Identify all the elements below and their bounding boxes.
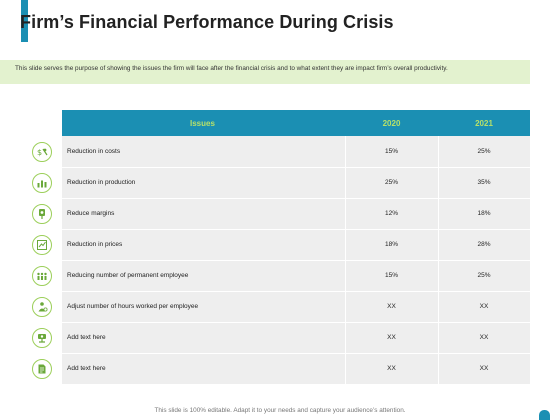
value-2021-cell: 25% xyxy=(477,148,491,155)
value-2020-cell: XX xyxy=(387,334,396,341)
production-chart-icon xyxy=(32,173,52,193)
table-body: Reduction in costs 15% 25% Reduction in … xyxy=(62,136,530,384)
value-2020-cell: XX xyxy=(387,303,396,310)
issue-cell: Add text here xyxy=(67,365,106,372)
employee-hours-icon xyxy=(32,297,52,317)
table-row: Reducing number of permanent employee 15… xyxy=(62,260,530,291)
value-2020-cell: 15% xyxy=(384,272,398,279)
table-row: Add text here XX XX xyxy=(62,353,530,384)
row-divider xyxy=(62,260,530,261)
value-2021-cell: XX xyxy=(479,303,489,310)
accent-bar xyxy=(21,0,28,42)
row-divider xyxy=(62,229,530,230)
value-2021-cell: XX xyxy=(479,334,489,341)
corner-tab xyxy=(539,410,550,420)
header-2020: 2020 xyxy=(382,118,401,128)
value-2021-cell: 25% xyxy=(477,272,491,279)
row-divider xyxy=(62,322,530,323)
row-divider xyxy=(62,198,530,199)
value-2021-cell: 18% xyxy=(477,210,491,217)
value-2020-cell: 15% xyxy=(384,148,398,155)
gear-network-icon xyxy=(32,328,52,348)
price-chart-icon xyxy=(32,235,52,255)
value-2020-cell: XX xyxy=(387,365,396,372)
employees-icon xyxy=(32,266,52,286)
margin-down-icon xyxy=(32,204,52,224)
document-icon xyxy=(32,359,52,379)
issue-cell: Reduction in costs xyxy=(67,148,121,155)
value-2020-cell: 12% xyxy=(384,210,398,217)
slide-description: This slide serves the purpose of showing… xyxy=(0,60,530,84)
value-2021-cell: 28% xyxy=(477,241,491,248)
row-divider xyxy=(62,291,530,292)
issue-cell: Reduction in prices xyxy=(67,241,123,248)
issue-cell: Adjust number of hours worked per employ… xyxy=(67,303,199,310)
row-divider xyxy=(62,353,530,354)
issues-table: Issues 2020 2021 Reduction in costs 15% … xyxy=(62,110,530,384)
table-row: Adjust number of hours worked per employ… xyxy=(62,291,530,322)
header-issues: Issues xyxy=(190,118,215,128)
issue-cell: Reduce margins xyxy=(67,210,115,217)
issue-cell: Add text here xyxy=(67,334,106,341)
value-2021-cell: 35% xyxy=(477,179,491,186)
svg-text:$: $ xyxy=(37,148,42,157)
table-row: Reduction in prices 18% 28% xyxy=(62,229,530,260)
row-divider xyxy=(62,167,530,168)
header-2021: 2021 xyxy=(475,118,493,128)
issue-cell: Reducing number of permanent employee xyxy=(67,272,189,279)
table-row: Reduction in production 25% 35% xyxy=(62,167,530,198)
table-row: Add text here XX XX xyxy=(62,322,530,353)
issue-cell: Reduction in production xyxy=(67,179,136,186)
value-2020-cell: 25% xyxy=(384,179,398,186)
table-header: Issues 2020 2021 xyxy=(62,110,530,136)
slide-footer: This slide is 100% editable. Adapt it to… xyxy=(154,407,406,414)
value-2021-cell: XX xyxy=(479,365,489,372)
table-row: Reduce margins 12% 18% xyxy=(62,198,530,229)
money-reduce-icon: $ xyxy=(32,142,52,162)
table-row: Reduction in costs 15% 25% xyxy=(62,136,530,167)
value-2020-cell: 18% xyxy=(384,241,398,248)
slide-title: Firm’s Financial Performance During Cris… xyxy=(20,12,394,32)
